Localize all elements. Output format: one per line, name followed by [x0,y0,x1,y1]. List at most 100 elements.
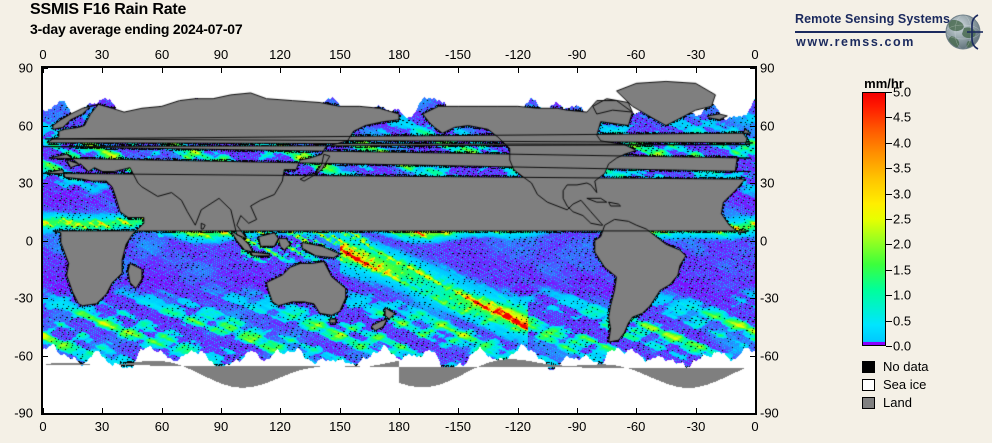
colorbar-tick-label: 1.0 [893,287,912,303]
xtick-top [280,68,281,73]
colorbar-tick-label: 4.5 [893,109,912,125]
colorbar-tick [886,244,892,245]
xtick-label-bottom: -120 [504,419,532,434]
legend-key-label: No data [883,359,929,374]
xtick-bottom [696,408,697,413]
xtick-label-bottom: 150 [329,419,351,434]
xtick-bottom [577,408,578,413]
colorbar-tick-label: 3.5 [893,160,912,176]
xtick-label-top: -60 [626,47,646,62]
xtick-top [577,68,578,73]
xtick-label-top: -90 [567,47,587,62]
ytick-label-left: 60 [18,118,33,134]
ytick-label-right: 30 [760,175,775,191]
ytick-right [750,183,755,184]
xtick-label-top: 60 [154,47,170,62]
ytick-label-right: 0 [760,233,768,249]
page-title: SSMIS F16 Rain Rate [30,1,187,18]
colorbar-tick-label: 5.0 [893,84,912,100]
xtick-label-top: 30 [94,47,110,62]
ytick-label-left: -90 [14,405,33,421]
ytick-label-left: -60 [14,348,33,364]
xtick-label-top: 180 [388,47,410,62]
brand-name: Remote Sensing Systems [795,12,951,26]
ytick-label-right: -30 [760,290,779,306]
page-subtitle: 3-day average ending 2024-07-07 [30,21,243,37]
xtick-label-bottom: 30 [94,419,110,434]
xtick-top [458,68,459,73]
colorbar-tick [886,143,892,144]
xtick-bottom [340,408,341,413]
colorbar-tick-label: 2.5 [893,211,912,227]
colorbar-tick [886,168,892,169]
colorbar-tick [886,295,892,296]
xtick-bottom [399,408,400,413]
ytick-left [43,183,48,184]
xtick-top [221,68,222,73]
xtick-bottom [755,408,756,413]
xtick-top [340,68,341,73]
ytick-right [750,356,755,357]
ytick-left [43,68,48,69]
xtick-bottom [518,408,519,413]
ytick-label-left: 90 [18,60,33,76]
ytick-label-right: 90 [760,60,775,76]
xtick-bottom [280,408,281,413]
colorbar-tick-label: 2.0 [893,236,912,252]
colorbar-tick-label: 4.0 [893,135,912,151]
ytick-left [43,413,48,414]
colorbar-tick-label: 3.0 [893,186,912,202]
colorbar-tick [886,346,892,347]
xtick-label-bottom: -90 [567,419,587,434]
ytick-right [750,241,755,242]
ytick-right [750,68,755,69]
ytick-label-left: -30 [14,290,33,306]
ytick-left [43,126,48,127]
xtick-label-top: 150 [329,47,351,62]
remss-branding: Remote Sensing Systems www.remss.com [795,8,985,56]
xtick-top [636,68,637,73]
xtick-label-bottom: 0 [751,419,759,434]
legend-key-swatch [862,361,875,373]
xtick-top [43,68,44,73]
xtick-label-top: 0 [39,47,47,62]
ytick-label-left: 30 [18,175,33,191]
ytick-right [750,298,755,299]
legend-key-label: Land [883,395,912,410]
xtick-label-bottom: 90 [213,419,229,434]
xtick-label-bottom: 0 [39,419,47,434]
brand-divider [795,31,947,33]
xtick-top [518,68,519,73]
ytick-label-right: -60 [760,348,779,364]
xtick-top [755,68,756,73]
xtick-bottom [458,408,459,413]
ytick-right [750,413,755,414]
xtick-bottom [102,408,103,413]
colorbar-tick [886,117,892,118]
xtick-bottom [221,408,222,413]
ytick-right [750,126,755,127]
xtick-top [696,68,697,73]
xtick-label-top: 0 [751,47,759,62]
xtick-label-bottom: -30 [686,419,706,434]
brand-url: www.remss.com [796,35,915,49]
ytick-left [43,356,48,357]
legend-key-swatch [862,397,875,409]
ytick-label-left: 0 [25,233,33,249]
xtick-bottom [43,408,44,413]
globe-icon [945,14,983,50]
colorbar-tick-label: 1.5 [893,262,912,278]
xtick-label-bottom: 180 [388,419,410,434]
xtick-label-bottom: 120 [269,419,291,434]
colorbar [862,92,886,346]
xtick-label-bottom: 60 [154,419,170,434]
rain-rate-map[interactable] [41,66,757,415]
legend-key-label: Sea ice [883,377,927,392]
colorbar-tick-label: 0.0 [893,338,912,354]
xtick-label-top: -150 [444,47,472,62]
ytick-label-right: -90 [760,405,779,421]
colorbar-tick-label: 0.5 [893,313,912,329]
colorbar-tick [886,92,892,93]
ytick-label-right: 60 [760,118,775,134]
xtick-bottom [636,408,637,413]
